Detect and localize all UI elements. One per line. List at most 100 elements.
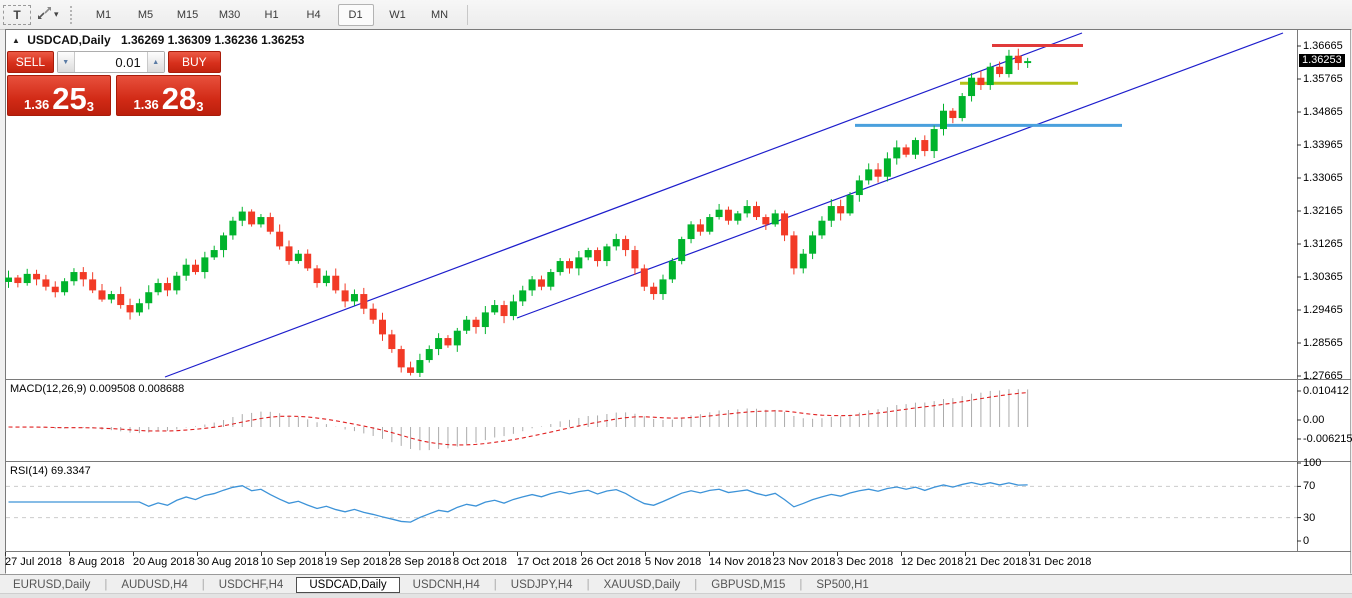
date-axis-label: 19 Sep 2018 (325, 556, 388, 568)
date-axis-label: 20 Aug 2018 (133, 556, 195, 568)
tab-separator: | (586, 578, 590, 591)
sell-price-fraction: 3 (86, 99, 95, 114)
tab-separator: | (201, 578, 205, 591)
date-axis-label: 27 Jul 2018 (5, 556, 62, 568)
cursor-arrows-icon (37, 6, 52, 23)
chevron-down-icon: ▾ (54, 9, 59, 19)
volume-increase-button[interactable]: ▲ (146, 52, 164, 72)
macd-axis-label: 0.010412 (1303, 385, 1349, 397)
tab-usdcnh-h4[interactable]: USDCNH,H4 (412, 578, 480, 591)
macd-axis-label: 0.00 (1303, 414, 1325, 426)
price-axis-label: 1.34865 (1303, 106, 1343, 118)
price-axis-label: 1.31265 (1303, 238, 1343, 250)
chart-tab-bar: EURUSD,Daily | AUDUSD,H4 | USDCHF,H4 USDCAD,D… (0, 574, 1352, 594)
axis-tick-marks (5, 45, 1301, 556)
horizontal-level-lines[interactable] (855, 43, 1122, 127)
timeframe-button-m15[interactable]: M15 (176, 8, 199, 21)
timeframe-button-w1[interactable]: W1 (389, 8, 406, 21)
sell-button[interactable]: SELL (7, 51, 54, 73)
tab-eurusd-daily[interactable]: EURUSD,Daily (13, 578, 91, 591)
date-axis-label: 12 Dec 2018 (901, 556, 964, 568)
macd-histogram (17, 389, 1029, 451)
date-axis-label: 23 Nov 2018 (773, 556, 836, 568)
chart-symbol-label: USDCAD,Daily (27, 33, 111, 47)
buy-price-base: 1.36 (133, 97, 159, 112)
date-axis-label: 3 Dec 2018 (837, 556, 894, 568)
pane-borders (5, 29, 1351, 574)
price-axis-label: 1.29465 (1303, 304, 1343, 316)
one-click-trading-panel: SELL ▼ ▲ BUY 1.36 25 3 1.36 28 3 (7, 51, 221, 116)
tab-audusd-h4[interactable]: AUDUSD,H4 (121, 578, 188, 591)
tab-usdchf-h4[interactable]: USDCHF,H4 (218, 578, 284, 591)
tab-xauusd-daily[interactable]: XAUUSD,Daily (603, 578, 681, 591)
trend-channel-lines[interactable] (164, 32, 1284, 378)
sell-price-base: 1.36 (23, 97, 50, 112)
timeframe-button-h1[interactable]: H1 (264, 8, 279, 21)
tab-separator: | (694, 578, 698, 591)
chart-ohlc-values: 1.36269 1.36309 1.36236 1.36253 (120, 33, 305, 47)
date-axis-label: 28 Sep 2018 (389, 556, 452, 568)
price-axis-label: 1.28565 (1303, 337, 1343, 349)
timeframe-button-h4[interactable]: H4 (306, 8, 321, 21)
date-axis-label: 26 Oct 2018 (581, 556, 641, 568)
volume-decrease-button[interactable]: ▼ (57, 52, 75, 72)
rsi-level-gridlines (6, 485, 1297, 519)
timeframe-button-m5[interactable]: M5 (137, 8, 154, 21)
tab-separator: | (493, 578, 497, 591)
tab-sp500-h1[interactable]: SP500,H1 (816, 578, 869, 591)
rsi-line (8, 481, 1028, 523)
rsi-axis-label: 100 (1303, 457, 1322, 469)
tab-usdcad-daily[interactable]: USDCAD,Daily (296, 576, 400, 593)
price-axis-label: 1.35765 (1303, 73, 1343, 85)
buy-price-display[interactable]: 1.36 28 3 (116, 75, 221, 116)
rsi-axis-label: 0 (1303, 535, 1310, 547)
text-label-tool-button[interactable]: T (3, 4, 31, 25)
toolbar-separator (466, 4, 468, 25)
macd-signal-line (8, 392, 1028, 446)
timeframe-button-m30[interactable]: M30 (218, 8, 241, 21)
rsi-indicator-label: RSI(14) 69.3347 (10, 465, 91, 477)
macd-axis-label: -0.006215 (1303, 433, 1352, 445)
buy-price-pips: 28 (161, 81, 197, 116)
rsi-axis-label: 30 (1303, 511, 1316, 524)
buy-button[interactable]: BUY (167, 51, 221, 73)
sell-price-pips: 25 (52, 81, 87, 116)
volume-stepper: ▼ ▲ (56, 51, 165, 73)
date-axis-label: 10 Sep 2018 (261, 556, 324, 568)
tab-separator: | (104, 578, 108, 591)
timeframe-toolbar: M1 M5 M15 M30 H1 H4 D1 W1 MN (83, 3, 461, 26)
toolbar-grip[interactable] (69, 5, 77, 24)
price-axis-label: 1.36665 (1303, 40, 1343, 52)
price-axis-label: 1.33065 (1303, 172, 1343, 184)
sell-price-display[interactable]: 1.36 25 3 (7, 75, 111, 116)
candlestick-series (5, 48, 1032, 377)
arrange-tool-button[interactable]: ▾ (33, 5, 63, 25)
window-bottom-edge (0, 593, 1352, 598)
volume-input[interactable] (74, 52, 147, 72)
date-axis-label: 14 Nov 2018 (709, 556, 772, 568)
date-axis-label: 5 Nov 2018 (645, 556, 702, 568)
top-toolbar: T ▾ M1 M5 M15 M30 H1 H4 D1 W1 MN (0, 0, 1352, 30)
timeframe-button-d1[interactable]: D1 (337, 3, 374, 26)
chart-window-background (5, 29, 1351, 574)
timeframe-button-mn[interactable]: MN (430, 8, 449, 21)
date-axis-label: 30 Aug 2018 (197, 556, 259, 568)
macd-indicator-label: MACD(12,26,9) 0.009508 0.008688 (10, 383, 185, 395)
collapse-icon[interactable]: ▲ (12, 36, 20, 45)
current-price-tag: 1.36253 (1299, 54, 1345, 68)
rsi-axis-label: 70 (1303, 480, 1316, 493)
date-axis-label: 17 Oct 2018 (517, 556, 577, 568)
tab-gbpusd-m15[interactable]: GBPUSD,M15 (711, 578, 786, 591)
tab-usdjpy-h4[interactable]: USDJPY,H4 (510, 578, 573, 591)
buy-price-fraction: 3 (196, 99, 204, 114)
chart-title: ▲ USDCAD,Daily 1.36269 1.36309 1.36236 1… (12, 33, 304, 47)
price-axis-label: 1.30365 (1303, 271, 1343, 283)
price-axis-label: 1.27665 (1303, 370, 1343, 382)
price-axis-label: 1.33965 (1303, 139, 1343, 151)
date-axis-label: 31 Dec 2018 (1029, 556, 1092, 568)
timeframe-button-m1[interactable]: M1 (95, 8, 112, 21)
date-axis-label: 8 Aug 2018 (69, 556, 125, 568)
date-axis-label: 8 Oct 2018 (453, 556, 507, 568)
